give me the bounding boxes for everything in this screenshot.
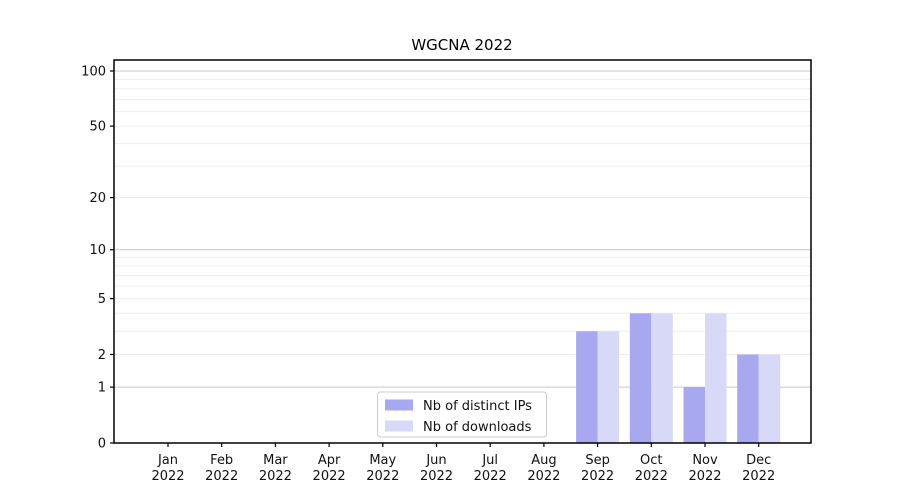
y-tick-label: 20 (89, 191, 106, 206)
x-tick-label-month: Oct (640, 453, 662, 468)
x-tick-label-year: 2022 (581, 469, 614, 484)
x-tick-label-year: 2022 (366, 469, 399, 484)
y-tick-label: 10 (89, 243, 106, 258)
y-tick-label: 1 (98, 381, 106, 396)
legend-swatch-distinct-ips (385, 399, 413, 411)
y-tick-label: 0 (98, 437, 106, 452)
bars (576, 313, 781, 443)
x-tick-label-year: 2022 (259, 469, 292, 484)
bar-nov-downloads (705, 313, 727, 443)
x-tick-label-year: 2022 (151, 469, 184, 484)
legend: Nb of distinct IPs Nb of downloads (377, 391, 547, 438)
legend-label-downloads: Nb of downloads (423, 420, 532, 435)
x-tick-label-month: Apr (318, 453, 341, 468)
y-tick-label: 2 (98, 348, 106, 363)
x-tick-label-month: Mar (263, 453, 288, 468)
x-tick-label-year: 2022 (635, 469, 668, 484)
y-tick-label: 5 (98, 292, 106, 307)
x-tick-label-month: Jul (481, 453, 498, 468)
plot-frame (113, 59, 812, 444)
x-tick-label-year: 2022 (205, 469, 238, 484)
x-tick-label-month: Jan (157, 453, 178, 468)
x-tick-label-month: Nov (692, 453, 718, 468)
bar-nov-distinct-ips (683, 387, 705, 443)
bar-dec-downloads (758, 354, 781, 443)
x-tick-label-month: May (369, 453, 396, 468)
x-tick-label-year: 2022 (688, 469, 721, 484)
x-tick-label-month: Dec (746, 453, 771, 468)
legend-swatch-downloads (385, 420, 413, 432)
bar-oct-distinct-ips (629, 313, 652, 443)
x-tick-label-year: 2022 (420, 469, 453, 484)
x-tick-label-year: 2022 (474, 469, 507, 484)
x-tick-label-month: Aug (531, 453, 556, 468)
axes: 0125102050100Jan2022Feb2022Mar2022Apr202… (81, 65, 775, 484)
bar-sep-distinct-ips (576, 331, 598, 443)
y-tick-label: 50 (89, 120, 106, 135)
gridlines (114, 70, 811, 388)
x-tick-label-month: Jun (425, 453, 446, 468)
chart-title: WGCNA 2022 (411, 36, 512, 54)
x-tick-label-month: Feb (210, 453, 233, 468)
x-tick-label-year: 2022 (527, 469, 560, 484)
x-tick-label-month: Sep (585, 453, 610, 468)
bar-oct-downloads (651, 313, 673, 443)
bar-sep-downloads (597, 331, 620, 443)
bar-dec-distinct-ips (737, 354, 759, 443)
y-tick-label: 100 (81, 65, 106, 80)
x-tick-label-year: 2022 (742, 469, 775, 484)
legend-box (377, 391, 547, 438)
legend-label-distinct-ips: Nb of distinct IPs (423, 399, 532, 414)
x-tick-label-year: 2022 (313, 469, 346, 484)
